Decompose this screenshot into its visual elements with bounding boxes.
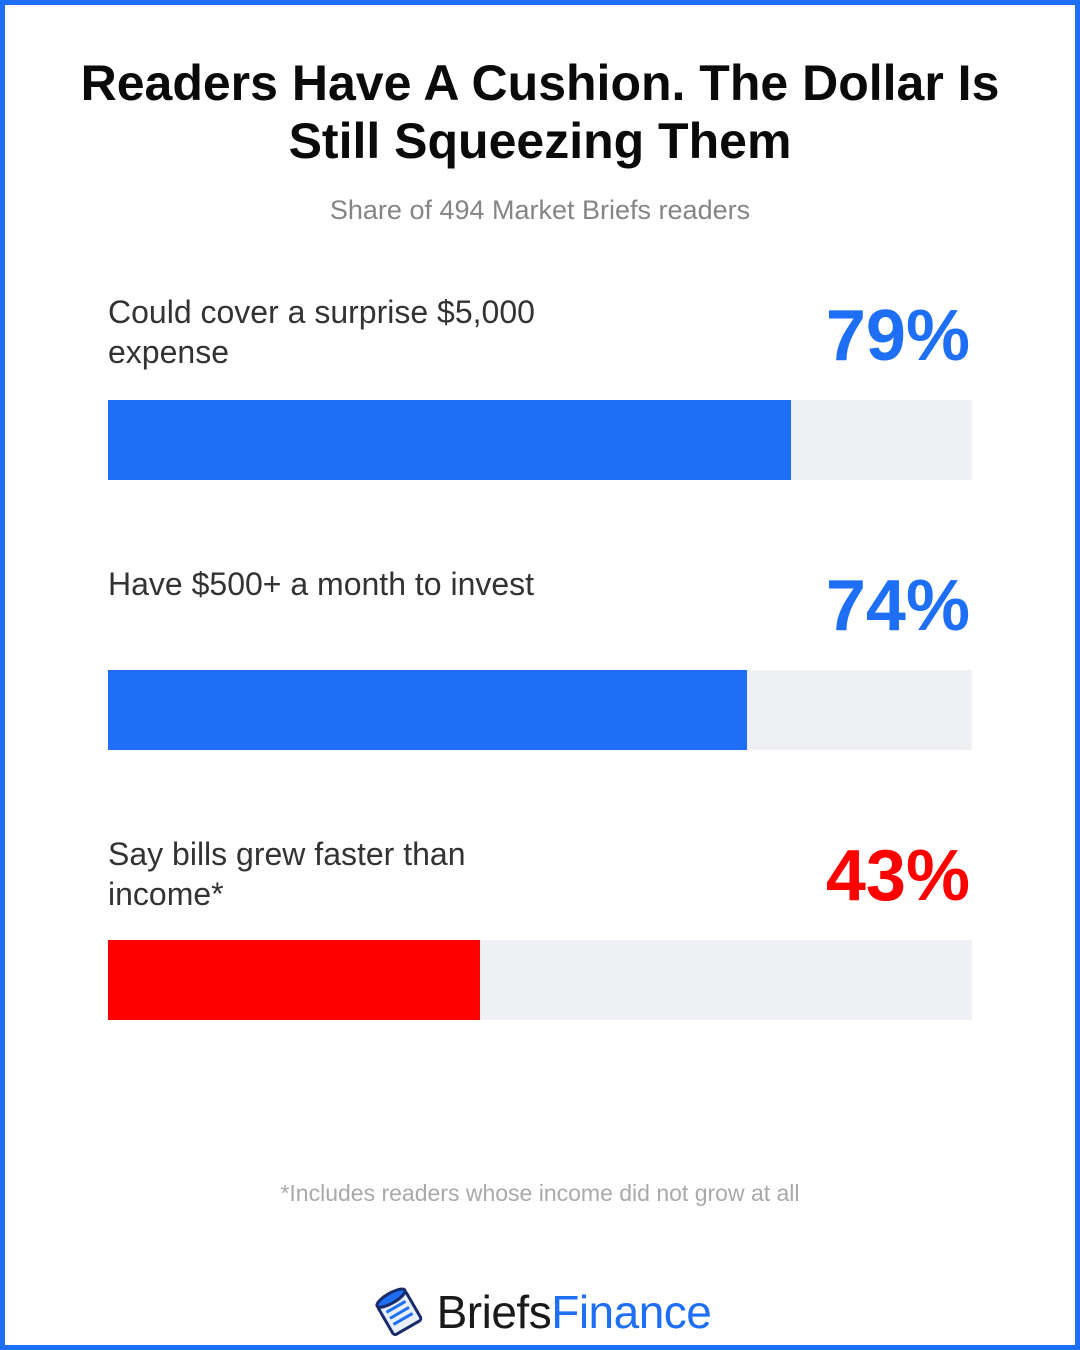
chart-title: Readers Have A Cushion. The Dollar Is St… — [80, 55, 1000, 169]
bar-label-3: Say bills grew faster than income* — [108, 836, 466, 912]
bar-label-1: Could cover a surprise $5,000 expense — [108, 294, 535, 370]
brand-name-part2: Finance — [551, 1286, 712, 1338]
bar-track-2 — [108, 670, 972, 750]
bar-value-label-2: 74% — [825, 566, 970, 646]
bar-label-2: Have $500+ a month to invest — [108, 566, 535, 602]
brand-name: BriefsFinance — [437, 1282, 712, 1342]
bar-1 — [108, 400, 791, 480]
chart-subtitle: Share of 494 Market Briefs readers — [329, 195, 751, 225]
brand-name-part1: Briefs — [436, 1286, 552, 1338]
brand-logo: BriefsFinance — [0, 1280, 1080, 1344]
bar-value-label-1: 79% — [825, 296, 970, 376]
bar-value-label-3: 43% — [825, 836, 970, 916]
bar-track-3 — [108, 940, 972, 1020]
footnote: *Includes readers whose income did not g… — [280, 1180, 800, 1206]
bar-track-1 — [108, 400, 972, 480]
bar-3 — [108, 940, 480, 1020]
stacked-coins-logo-icon — [375, 1287, 422, 1336]
bar-2 — [108, 670, 748, 750]
